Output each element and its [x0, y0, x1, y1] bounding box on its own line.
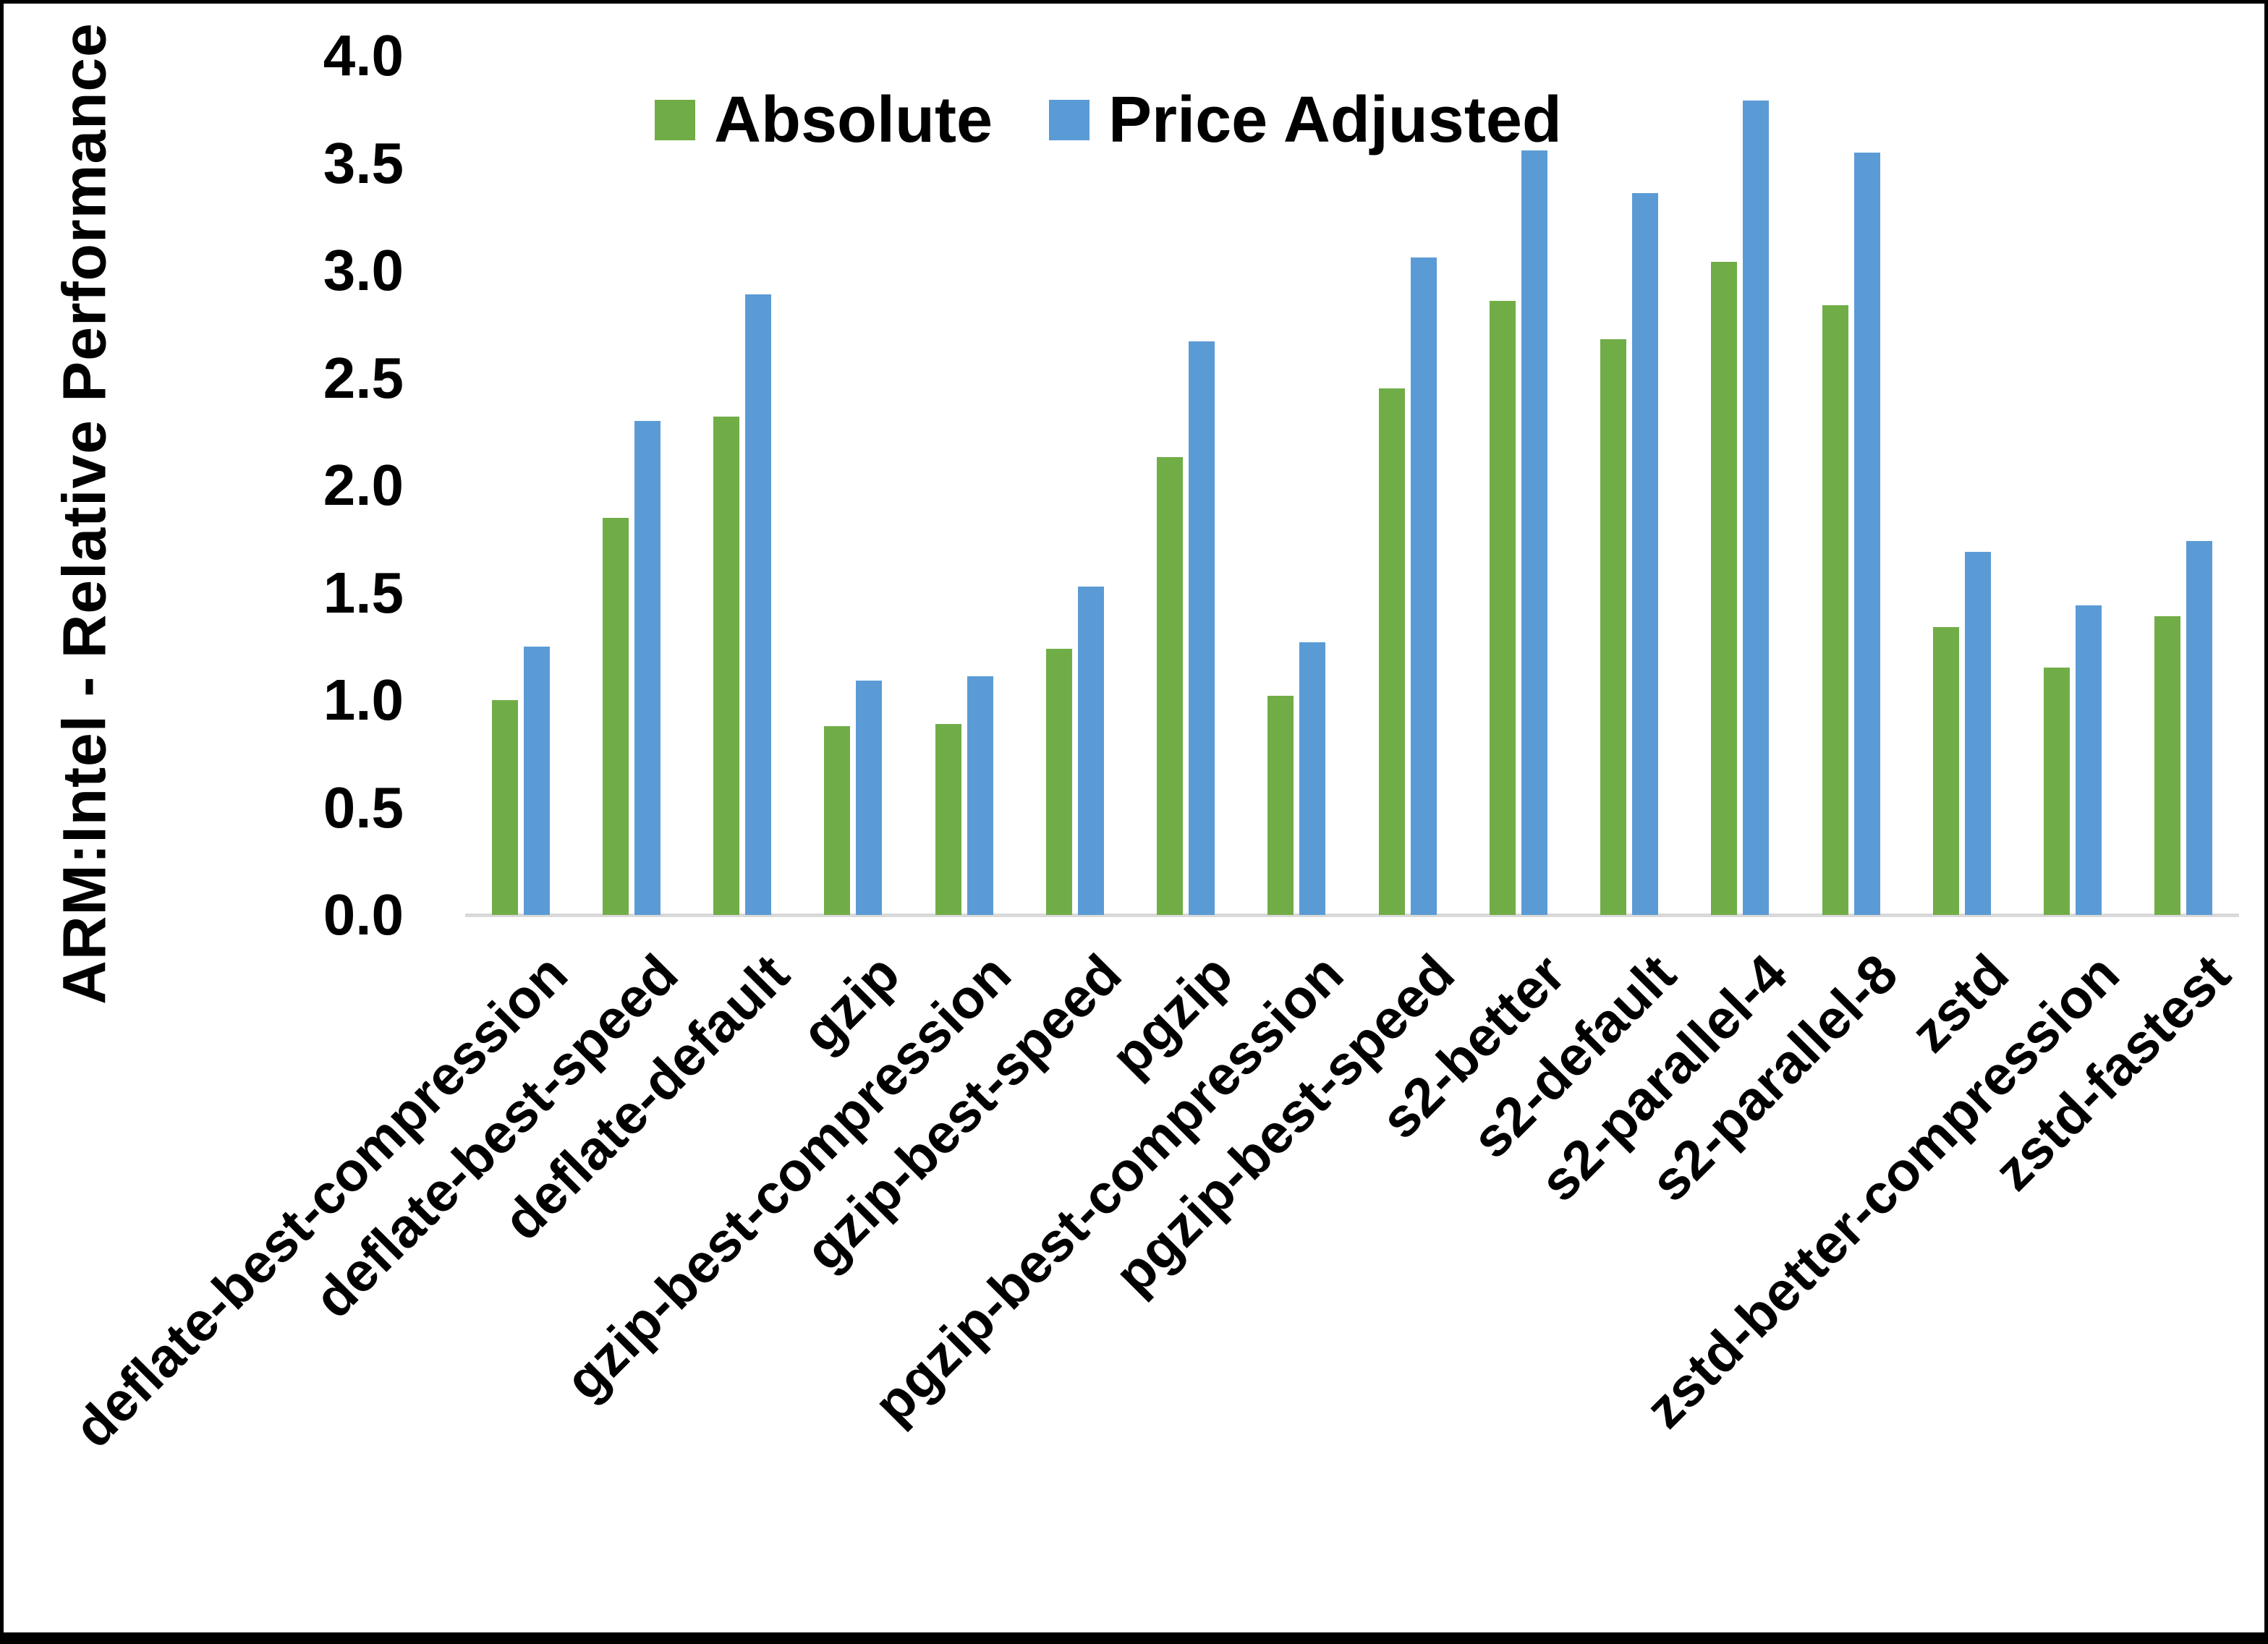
- bar-gzip-best-speed-price-adjusted: [1077, 586, 1104, 915]
- bar-pgzip-best-compression-price-adjusted: [1299, 642, 1326, 915]
- y-tick-label-4.0: 4.0: [323, 23, 404, 88]
- bar-gzip-absolute: [824, 725, 851, 915]
- bar-s2-better-absolute: [1489, 300, 1516, 915]
- bar-s2-parallel-4-absolute: [1711, 262, 1738, 915]
- bar-deflate-best-speed-absolute: [602, 517, 629, 915]
- bar-s2-parallel-8-price-adjusted: [1853, 152, 1880, 915]
- bar-deflate-best-compression-absolute: [491, 700, 518, 915]
- bar-deflate-best-compression-price-adjusted: [523, 646, 550, 915]
- y-tick-label-3.5: 3.5: [323, 130, 404, 195]
- bar-s2-better-price-adjusted: [1521, 150, 1547, 915]
- legend: Absolute Price Adjusted: [655, 73, 1562, 167]
- bar-pgzip-best-compression-absolute: [1267, 696, 1294, 915]
- bar-zstd-price-adjusted: [1964, 552, 1991, 915]
- bar-s2-default-price-adjusted: [1632, 193, 1659, 915]
- legend-label-absolute: Absolute: [714, 83, 993, 156]
- plot-area: [465, 56, 2239, 915]
- bar-pgzip-price-adjusted: [1189, 341, 1215, 915]
- y-tick-label-3.0: 3.0: [323, 238, 404, 302]
- bar-pgzip-best-speed-absolute: [1378, 388, 1405, 915]
- y-tick-label-2.5: 2.5: [323, 345, 404, 410]
- legend-item-absolute: Absolute: [655, 83, 993, 158]
- y-tick-label-0.5: 0.5: [323, 775, 404, 840]
- bar-deflate-best-speed-price-adjusted: [634, 420, 661, 915]
- bar-gzip-best-compression-price-adjusted: [967, 676, 993, 915]
- bar-pgzip-absolute: [1157, 457, 1184, 915]
- y-tick-label-0.0: 0.0: [323, 882, 404, 947]
- bar-deflate-default-absolute: [713, 416, 740, 915]
- x-axis-line: [465, 913, 2239, 917]
- y-axis-title: ARM:Intel - Relative Performance: [50, 22, 119, 1005]
- bar-zstd-better-compression-price-adjusted: [2076, 605, 2102, 915]
- bar-s2-parallel-8-absolute: [1822, 304, 1848, 915]
- bar-zstd-better-compression-absolute: [2044, 668, 2070, 915]
- bar-pgzip-best-speed-price-adjusted: [1410, 257, 1437, 915]
- bar-s2-default-absolute: [1600, 339, 1627, 915]
- bar-gzip-price-adjusted: [856, 681, 883, 915]
- bar-zstd-fastest-absolute: [2154, 616, 2181, 915]
- bar-zstd-absolute: [1932, 627, 1959, 915]
- legend-swatch-absolute: [655, 100, 695, 140]
- bar-deflate-default-price-adjusted: [745, 294, 772, 915]
- bar-zstd-fastest-price-adjusted: [2186, 541, 2213, 915]
- y-tick-label-2.0: 2.0: [323, 453, 404, 517]
- bar-gzip-best-compression-absolute: [935, 723, 961, 915]
- y-tick-label-1.5: 1.5: [323, 560, 404, 625]
- legend-label-price-adjusted: Price Adjusted: [1108, 83, 1562, 156]
- legend-item-price-adjusted: Price Adjusted: [1049, 83, 1562, 158]
- bar-gzip-best-speed-absolute: [1045, 648, 1072, 915]
- bar-s2-parallel-4-price-adjusted: [1743, 101, 1770, 915]
- y-tick-label-1.0: 1.0: [323, 668, 404, 732]
- legend-swatch-price-adjusted: [1049, 100, 1090, 140]
